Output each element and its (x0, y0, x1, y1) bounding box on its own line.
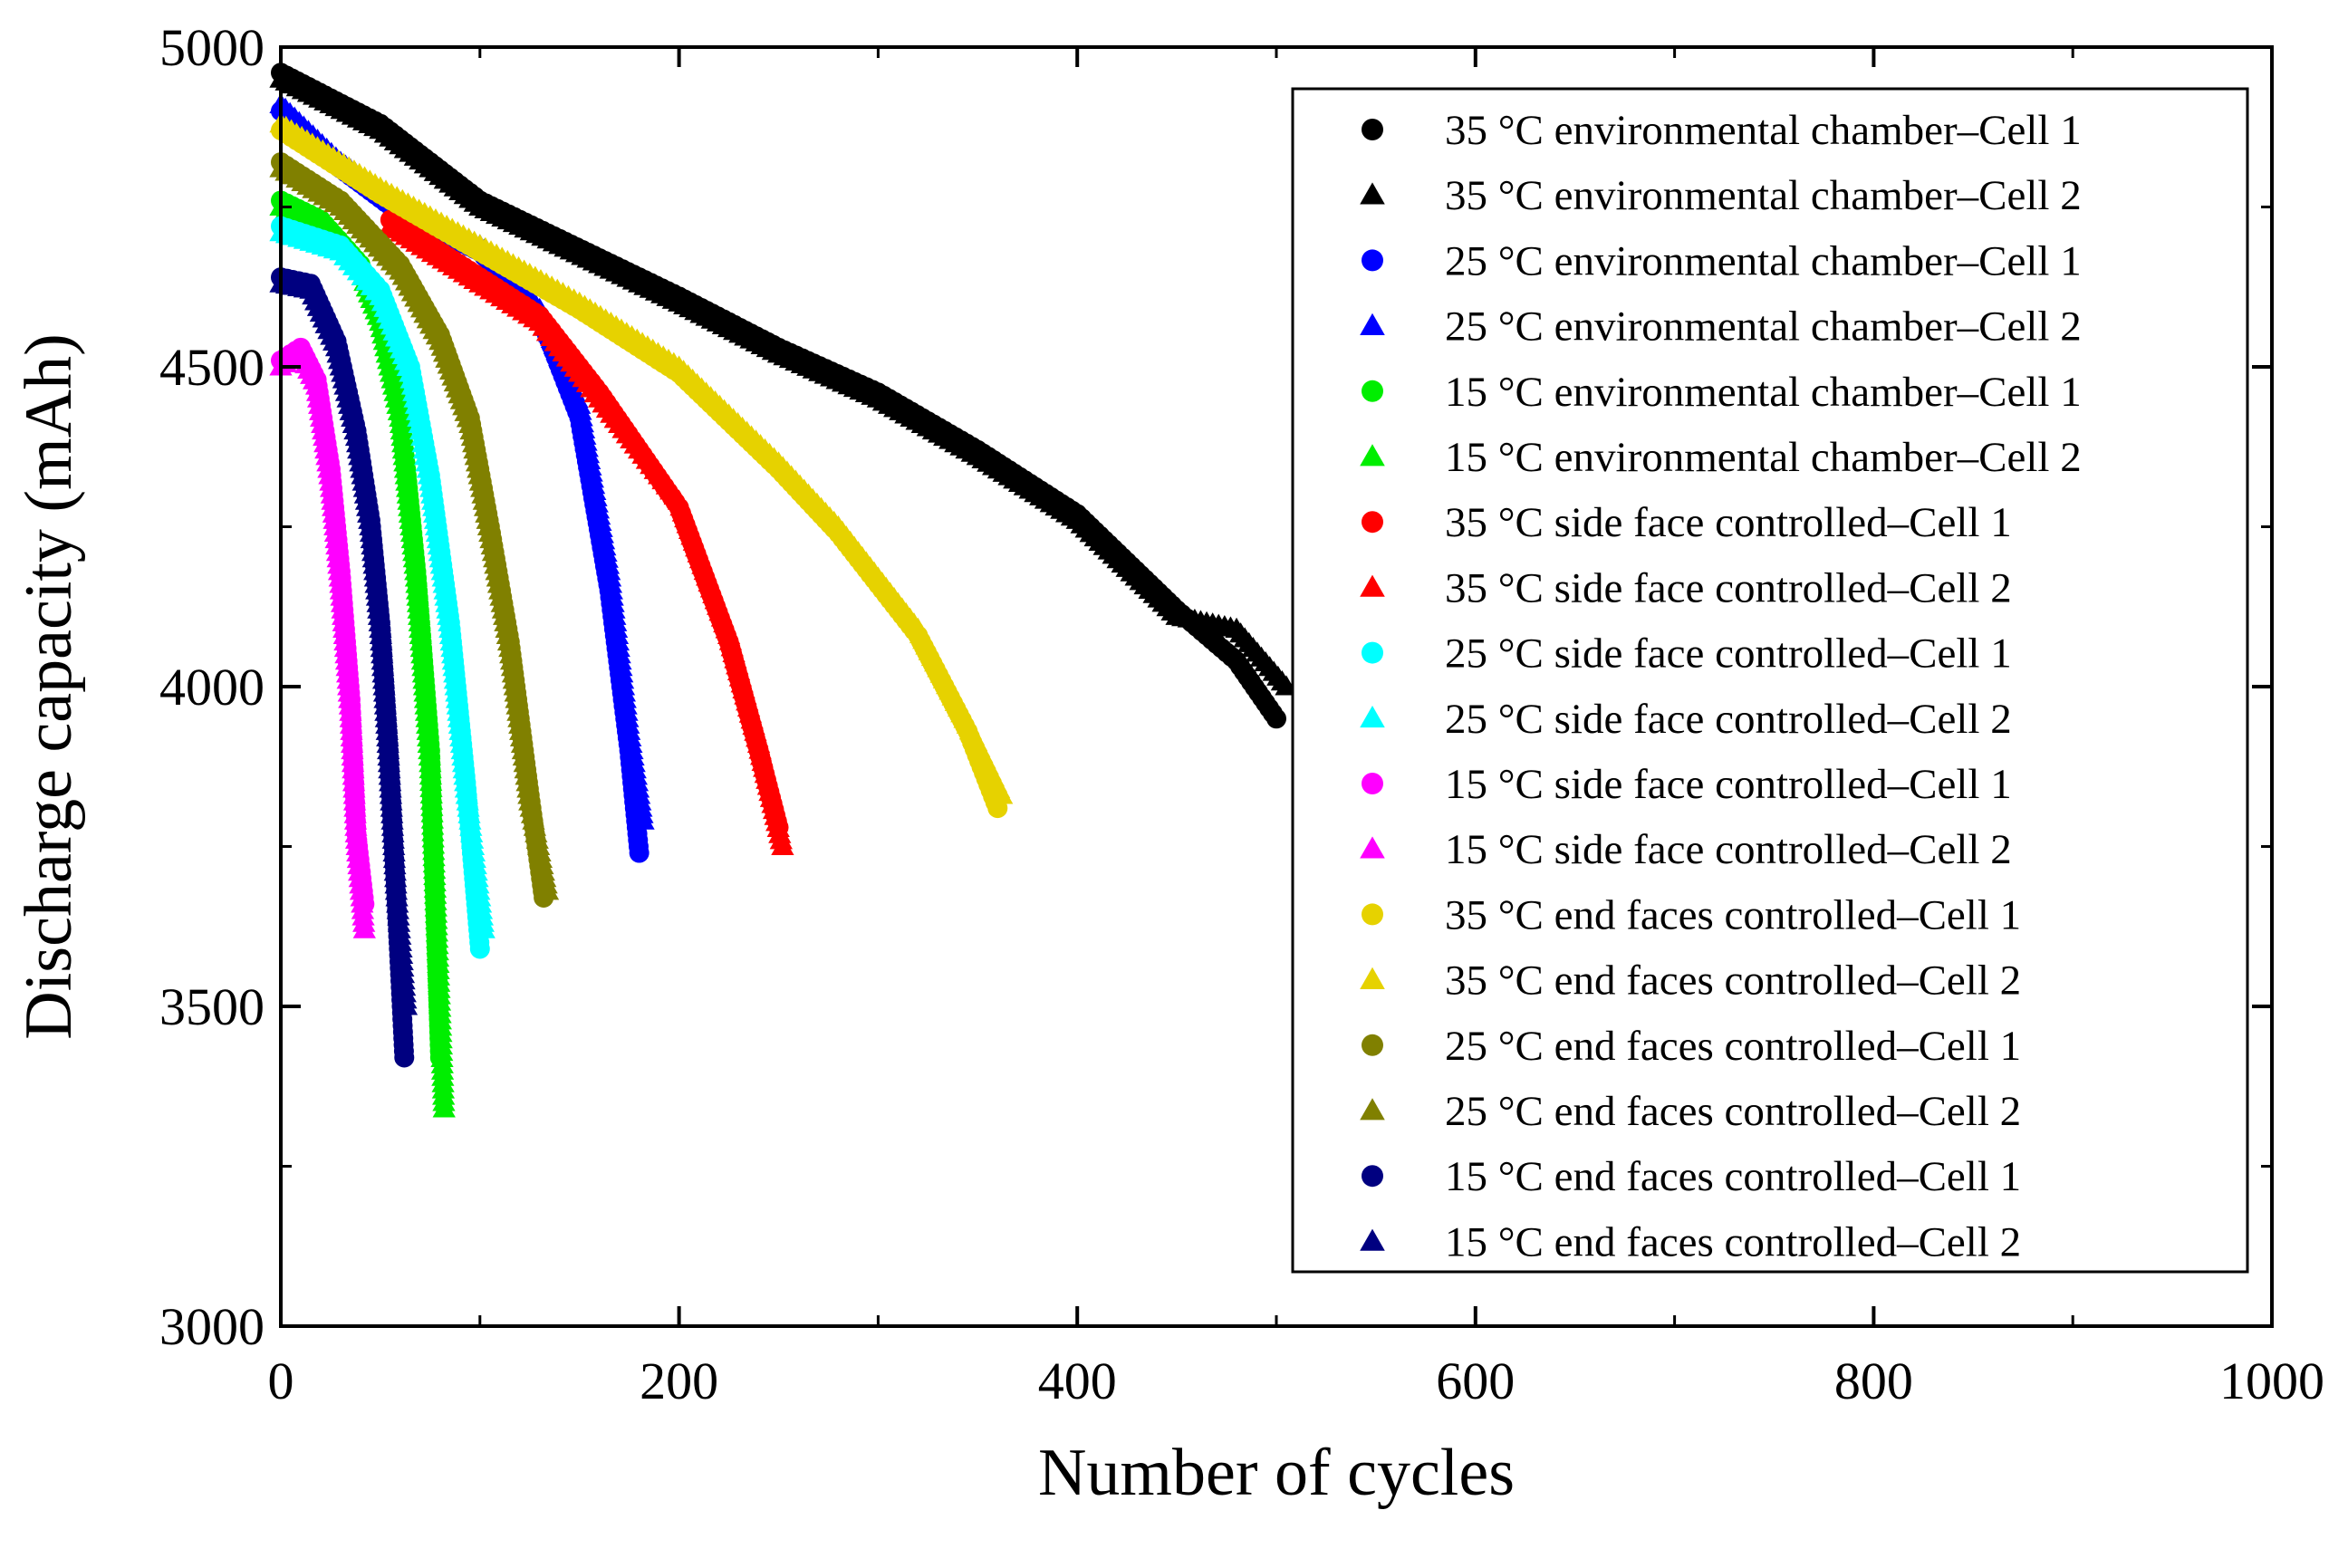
legend-entry: 25 °C side face controlled–Cell 1 (1362, 630, 2012, 678)
legend-label: 25 °C side face controlled–Cell 2 (1445, 696, 2012, 743)
y-tick-label: 3000 (159, 1297, 265, 1356)
legend-label: 15 °C end faces controlled–Cell 1 (1445, 1153, 2021, 1200)
ticks-layer: 0 200 400 600 800 1000 3000 3500 4000 4500 5000 (159, 18, 2324, 1410)
legend-marker (1362, 1034, 1383, 1056)
legend-marker (1360, 182, 1385, 205)
legend-entry: 15 °C end faces controlled–Cell 2 (1360, 1218, 2021, 1265)
legend-label: 15 °C end faces controlled–Cell 2 (1445, 1218, 2021, 1265)
legend-entry: 15 °C end faces controlled–Cell 1 (1362, 1153, 2021, 1200)
y-tick-label: 4000 (159, 658, 265, 717)
legend-marker (1362, 1165, 1383, 1188)
x-tick-label: 600 (1436, 1352, 1515, 1410)
series-2 (269, 67, 1298, 696)
legend-label: 35 °C end faces controlled–Cell 1 (1445, 891, 2021, 938)
data-point (990, 784, 1014, 804)
legend-marker (1360, 1098, 1385, 1121)
legend-entry: 15 °C side face controlled–Cell 1 (1362, 761, 2012, 808)
legend-label: 35 °C side face controlled–Cell 1 (1445, 499, 2012, 546)
legend-marker (1360, 836, 1385, 859)
legend-entry: 35 °C environmental chamber–Cell 2 (1360, 172, 2082, 219)
series-10 (269, 221, 496, 938)
legend-label: 35 °C side face controlled–Cell 2 (1445, 564, 2012, 611)
legend-marker (1360, 313, 1385, 335)
legend-entries: 35 °C environmental chamber–Cell 1 35 °C … (1360, 107, 2082, 1265)
legend-marker (1362, 249, 1383, 272)
legend-marker (1360, 1228, 1385, 1251)
data-point (394, 995, 419, 1015)
legend-label: 35 °C environmental chamber–Cell 1 (1445, 107, 2082, 154)
data-point (535, 880, 560, 900)
y-axis-title: Discharge capacity (mAh) (12, 333, 86, 1039)
legend-label: 15 °C environmental chamber–Cell 2 (1445, 434, 2082, 481)
legend-box (1291, 87, 2249, 1274)
legend-marker (1362, 773, 1383, 794)
data-point (394, 1047, 415, 1068)
legend-entry: 25 °C end faces controlled–Cell 1 (1362, 1023, 2021, 1070)
legend-entry: 25 °C side face controlled–Cell 2 (1360, 696, 2012, 743)
series-18 (269, 272, 419, 1015)
legend-entry: 15 °C side face controlled–Cell 2 (1360, 826, 2012, 873)
legend-label: 25 °C environmental chamber–Cell 1 (1445, 237, 2082, 284)
x-tick-label: 400 (1038, 1352, 1117, 1410)
legend-marker (1362, 511, 1383, 534)
legend-marker (1360, 706, 1385, 728)
legend-label: 15 °C side face controlled–Cell 2 (1445, 826, 2012, 873)
data-point (432, 1097, 456, 1118)
data-point (352, 918, 376, 938)
legend-marker (1362, 641, 1383, 664)
data-point (771, 834, 794, 855)
series-14 (269, 112, 1014, 804)
y-tick-label: 4500 (159, 338, 265, 397)
legend-label: 35 °C end faces controlled–Cell 2 (1445, 957, 2021, 1005)
legend-marker (1362, 380, 1383, 402)
legend-marker (1360, 444, 1385, 467)
legend-entry: 15 °C environmental chamber–Cell 2 (1360, 434, 2082, 481)
data-point (629, 842, 650, 863)
x-tick-label: 1000 (2219, 1352, 2324, 1410)
legend-entry: 25 °C environmental chamber–Cell 1 (1362, 237, 2082, 284)
legend-entry: 25 °C end faces controlled–Cell 2 (1360, 1088, 2021, 1135)
x-tick-label: 0 (268, 1352, 294, 1410)
legend-entry: 35 °C environmental chamber–Cell 1 (1362, 107, 2082, 154)
data-point (1266, 708, 1286, 729)
data-point (472, 918, 496, 938)
legend-entry: 35 °C end faces controlled–Cell 1 (1362, 891, 2021, 938)
legend-marker (1362, 903, 1383, 926)
data-point (469, 938, 490, 959)
legend-label: 25 °C end faces controlled–Cell 2 (1445, 1088, 2021, 1135)
legend-marker (1360, 967, 1385, 989)
y-tick-label: 3500 (159, 977, 265, 1036)
legend-entry: 15 °C environmental chamber–Cell 1 (1362, 369, 2082, 416)
legend-entry: 25 °C environmental chamber–Cell 2 (1360, 303, 2082, 351)
legend-entry: 35 °C side face controlled–Cell 1 (1362, 499, 2012, 546)
legend-entry: 35 °C side face controlled–Cell 2 (1360, 564, 2012, 611)
legend-label: 25 °C environmental chamber–Cell 2 (1445, 303, 2082, 351)
y-tick-label: 5000 (159, 18, 265, 77)
series-16 (269, 157, 560, 900)
series-layer (269, 63, 1298, 1118)
legend-label: 35 °C environmental chamber–Cell 2 (1445, 172, 2082, 219)
series-8 (379, 215, 794, 855)
legend-label: 25 °C side face controlled–Cell 1 (1445, 630, 2012, 678)
series-12 (269, 342, 376, 938)
legend-label: 15 °C side face controlled–Cell 1 (1445, 761, 2012, 808)
legend-marker (1360, 574, 1385, 597)
legend-label: 15 °C environmental chamber–Cell 1 (1445, 369, 2082, 416)
legend-label: 25 °C end faces controlled–Cell 1 (1445, 1023, 2021, 1070)
x-axis-title: Number of cycles (1038, 1436, 1515, 1510)
data-point (631, 809, 655, 830)
legend-marker (1362, 119, 1383, 140)
legend-entry: 35 °C end faces controlled–Cell 2 (1360, 957, 2021, 1005)
x-tick-label: 800 (1834, 1352, 1913, 1410)
x-tick-label: 200 (640, 1352, 718, 1410)
legend: 35 °C environmental chamber–Cell 1 35 °C … (1291, 87, 2249, 1274)
